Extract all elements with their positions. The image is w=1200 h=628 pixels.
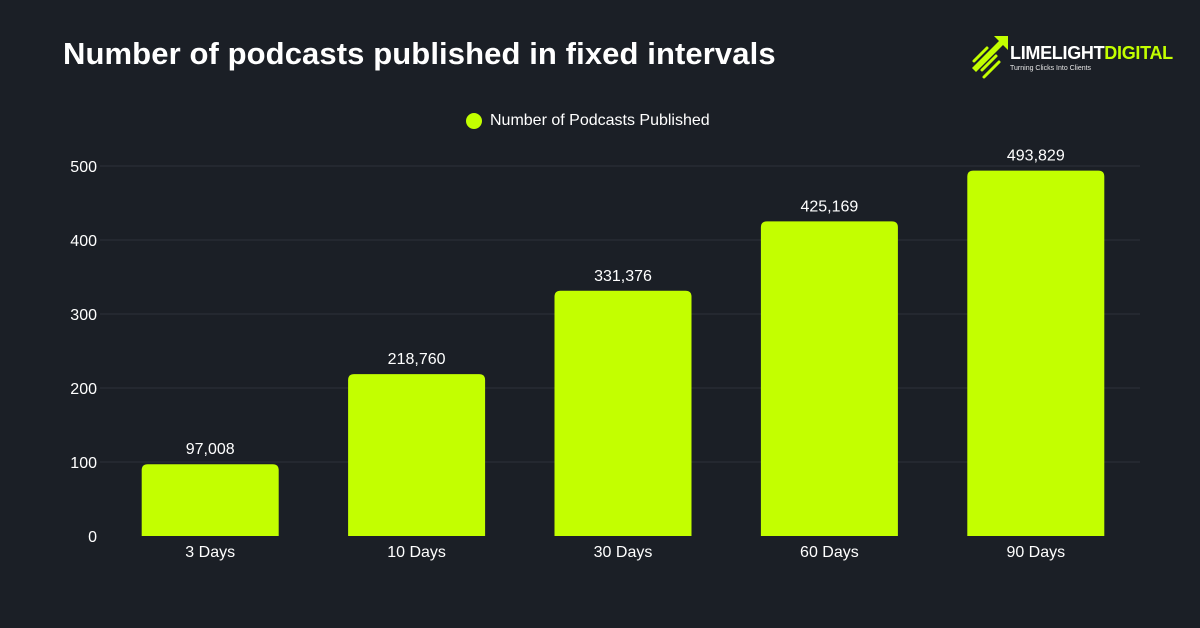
- logo-name-part2: DIGITAL: [1104, 43, 1173, 63]
- x-tick-label: 3 Days: [185, 544, 235, 561]
- x-tick-label: 10 Days: [387, 544, 446, 561]
- bar: [760, 221, 898, 536]
- data-label: 425,169: [800, 198, 858, 215]
- x-tick-label: 30 Days: [594, 544, 653, 561]
- x-tick-label: 60 Days: [800, 544, 859, 561]
- y-tick-label: 100: [70, 455, 97, 472]
- y-tick-label: 400: [70, 233, 97, 250]
- y-tick-label: 500: [70, 159, 97, 176]
- data-label: 97,008: [186, 441, 235, 458]
- bar: [348, 374, 486, 536]
- logo-wordmark: LIMELIGHTDIGITAL: [1010, 43, 1173, 64]
- chart-legend: Number of Podcasts Published: [466, 111, 710, 131]
- bar: [141, 464, 279, 536]
- bar: [967, 170, 1105, 537]
- rocket-arrow-icon: [972, 36, 1008, 79]
- y-tick-label: 0: [88, 529, 97, 546]
- bar: [554, 290, 692, 536]
- logo-tagline: Turning Clicks Into Clients: [1010, 65, 1092, 72]
- chart-title: Number of podcasts published in fixed in…: [63, 36, 776, 71]
- logo-name-part1: LIMELIGHT: [1010, 43, 1105, 63]
- legend-label: Number of Podcasts Published: [490, 112, 710, 129]
- data-label: 493,829: [1007, 148, 1065, 165]
- y-tick-label: 300: [70, 307, 97, 324]
- data-label: 218,760: [388, 351, 446, 368]
- data-label: 331,376: [594, 268, 652, 285]
- legend-swatch: [466, 113, 482, 129]
- x-tick-label: 90 Days: [1006, 544, 1065, 561]
- brand-logo: LIMELIGHTDIGITAL Turning Clicks Into Cli…: [970, 34, 1173, 84]
- y-tick-label: 200: [70, 381, 97, 398]
